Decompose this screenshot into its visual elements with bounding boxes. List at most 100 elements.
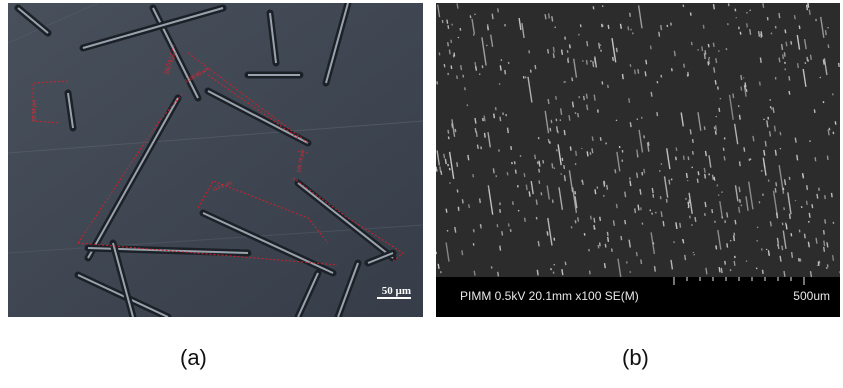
sem-grain [523,217,526,222]
sem-grain [726,243,729,248]
sem-grain [759,57,762,64]
sem-grain [702,24,705,29]
sem-grain [567,58,570,64]
sem-grain [781,245,784,251]
sem-grain [506,127,509,134]
sem-grain [448,49,451,55]
sem-grain [811,204,814,209]
sem-grain [598,242,601,247]
sem-grain [773,125,776,132]
sem-grain [763,149,766,156]
sem-grain [510,146,513,150]
sem-grain [621,73,624,80]
sem-grain [589,215,592,220]
sem-grain [436,166,438,172]
sem-grain [585,93,588,99]
sem-grain [447,42,449,47]
sem-grain [593,94,596,101]
sem-grain [834,121,837,125]
sem-grain [530,180,534,195]
sem-grain [785,224,788,230]
sem-grain [823,58,828,76]
crystal-rod-highlight [112,242,134,317]
sem-grain [559,108,563,116]
sem-grain [474,61,477,68]
sem-grain [745,196,749,211]
sem-grain [586,40,589,47]
sem-grain [783,270,786,277]
sem-grain [704,201,707,208]
sem-grain [772,107,775,114]
sem-grain [788,213,791,220]
sem-grain [714,125,718,131]
sem-grain [537,240,540,247]
sem-grain [796,154,799,161]
sem-grain [585,59,588,65]
sem-grain [794,137,797,143]
sem-grain [715,57,718,64]
sem-grain [722,147,725,152]
sem-grain [746,23,748,28]
sem-grain [703,167,706,173]
measurement-label-1: 80.34 µm [32,100,38,121]
sem-grain [720,267,723,274]
sem-info-bar: PIMM 0.5kV 20.1mm x100 SE(M) 500um [436,277,840,317]
sem-grain [679,222,682,228]
sem-grain [436,81,439,85]
sem-grain [614,169,617,174]
sem-grain [703,53,706,60]
sem-grain [451,119,456,137]
sem-grain [478,198,481,204]
crystal-rod-highlight [337,262,359,317]
sem-grain [697,112,702,131]
sem-grain [586,104,589,111]
sem-grain [802,173,805,179]
sem-grain [594,58,597,64]
sem-grain [732,93,735,99]
sem-grain [803,233,806,239]
sem-grain [837,62,840,68]
crystal-rod-highlight [269,12,277,64]
sem-grain [775,182,778,187]
sem-grain [675,156,677,161]
sem-grain [653,265,656,272]
sem-grain [457,206,460,212]
sem-grain [708,155,712,168]
sem-grain [617,258,622,277]
sem-grain [547,138,550,143]
sem-grain [558,187,564,210]
sem-grain [790,233,793,237]
sem-grain [662,220,665,227]
sem-info-text: PIMM 0.5kV 20.1mm x100 SE(M) [460,289,639,303]
sem-grain [644,71,647,77]
sem-grain [507,223,510,227]
sem-grain [723,156,726,161]
sem-grain [460,64,463,71]
sem-grain [563,164,566,170]
sem-grain [830,192,833,198]
sem-grain [574,191,577,195]
sem-grain [454,128,457,133]
sem-grain [536,269,539,276]
sem-grain [738,161,741,167]
sem-grain [493,113,496,119]
sem-grain [752,135,755,142]
sem-grain [740,74,743,81]
sem-grain [436,150,440,166]
sem-grain [761,269,764,275]
sem-grain [760,31,763,37]
sem-scale-label: 500um [793,289,830,303]
sem-grain [546,231,549,236]
sem-grain [641,171,644,176]
sem-grain [766,120,769,128]
sem-grain [694,216,697,223]
sem-grain [744,82,747,88]
sem-scale-ticks [673,277,805,285]
sem-grain [809,270,813,277]
sem-grain [647,141,650,146]
sem-grain [701,46,704,52]
sem-grain [547,98,550,105]
sem-grain [798,258,800,262]
sem-grain [649,45,652,50]
sem-grain [793,14,796,20]
